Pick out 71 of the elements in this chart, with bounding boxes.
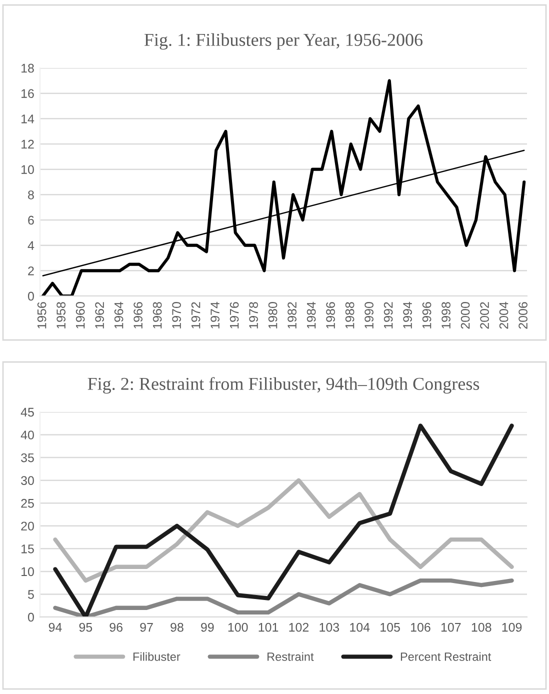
- x-tick-label: 96: [110, 622, 122, 632]
- y-tick-label: 45: [20, 408, 34, 417]
- x-tick-label: 102: [289, 622, 309, 632]
- chart-title: Fig. 1: Filibusters per Year, 1956-2006: [144, 33, 423, 50]
- x-tick-label: 1956: [37, 302, 46, 328]
- x-tick-label: 1960: [76, 302, 85, 328]
- x-tick-label: 1984: [306, 302, 316, 328]
- x-tick-label: 2004: [499, 302, 508, 329]
- y-tick-label: 2: [28, 266, 34, 276]
- x-tick-label: 1968: [152, 302, 162, 328]
- legend-label: Filibuster: [133, 652, 180, 661]
- line-series: [41, 79, 526, 296]
- line-series: [53, 478, 514, 583]
- x-tick-label: 105: [380, 622, 400, 632]
- legend-label: Percent Restraint: [400, 652, 492, 661]
- x-tick-label: 1988: [345, 302, 354, 328]
- x-tick-label: 106: [410, 622, 430, 632]
- x-tick-label: 1976: [230, 302, 239, 328]
- x-tick-label: 97: [140, 622, 153, 632]
- x-tick-label: 109: [502, 622, 522, 632]
- x-tick-label: 104: [350, 622, 370, 632]
- x-tick-label: 1970: [172, 302, 181, 328]
- y-tick-label: 5: [28, 590, 34, 599]
- legend-label: Restraint: [268, 652, 314, 661]
- x-tick-label: 1972: [191, 302, 200, 328]
- y-tick-label: 40: [20, 430, 34, 440]
- x-tick-label: 101: [258, 622, 278, 632]
- y-tick-label: 18: [21, 64, 34, 73]
- x-tick-label: 1980: [268, 302, 278, 328]
- x-tick-label: 108: [472, 622, 492, 632]
- line-series: [53, 578, 514, 617]
- x-tick-label: 2006: [518, 302, 528, 329]
- x-tick-label: 98: [170, 622, 184, 632]
- y-tick-label: 14: [21, 114, 34, 124]
- y-tick-label: 16: [21, 89, 34, 98]
- y-tick-label: 25: [21, 498, 34, 508]
- y-tick-label: 10: [21, 165, 34, 174]
- line-series: [53, 424, 514, 617]
- x-tick-label: 1996: [422, 302, 432, 328]
- x-tick-label: 1990: [364, 302, 374, 328]
- x-tick-label: 1964: [114, 302, 124, 328]
- x-tick-label: 1992: [384, 302, 393, 328]
- x-tick-label: 1978: [249, 302, 258, 328]
- x-tick-label: 2000: [460, 302, 470, 329]
- x-tick-label: 1974: [210, 302, 220, 328]
- x-tick-label: 1998: [442, 302, 450, 328]
- y-tick-label: 0: [28, 612, 34, 622]
- y-tick-label: 8: [28, 190, 34, 200]
- x-tick-label: 1962: [95, 302, 104, 328]
- x-tick-label: 94: [48, 622, 62, 632]
- y-tick-label: 35: [21, 453, 34, 462]
- x-tick-label: 2002: [480, 302, 489, 329]
- y-tick-label: 4: [28, 241, 34, 250]
- y-tick-label: 12: [21, 140, 34, 149]
- x-tick-label: 103: [320, 622, 340, 632]
- y-tick-label: 10: [21, 567, 34, 576]
- y-tick-label: 30: [21, 476, 34, 485]
- x-tick-label: 1982: [288, 302, 296, 328]
- x-tick-label: 107: [441, 622, 461, 632]
- y-tick-label: 20: [21, 522, 34, 531]
- x-tick-label: 99: [201, 622, 214, 632]
- x-tick-label: 1966: [134, 302, 142, 328]
- chart-title: Fig. 2: Restraint from Filibuster, 94th–109th Congress: [88, 377, 480, 394]
- x-tick-label: 1986: [326, 302, 335, 328]
- y-tick-label: 0: [28, 292, 34, 301]
- x-tick-label: 1994: [403, 302, 412, 328]
- x-tick-label: 100: [228, 622, 248, 632]
- y-tick-label: 15: [21, 544, 34, 554]
- x-tick-label: 1958: [56, 302, 66, 328]
- y-tick-label: 6: [28, 216, 34, 225]
- x-tick-label: 95: [79, 622, 92, 632]
